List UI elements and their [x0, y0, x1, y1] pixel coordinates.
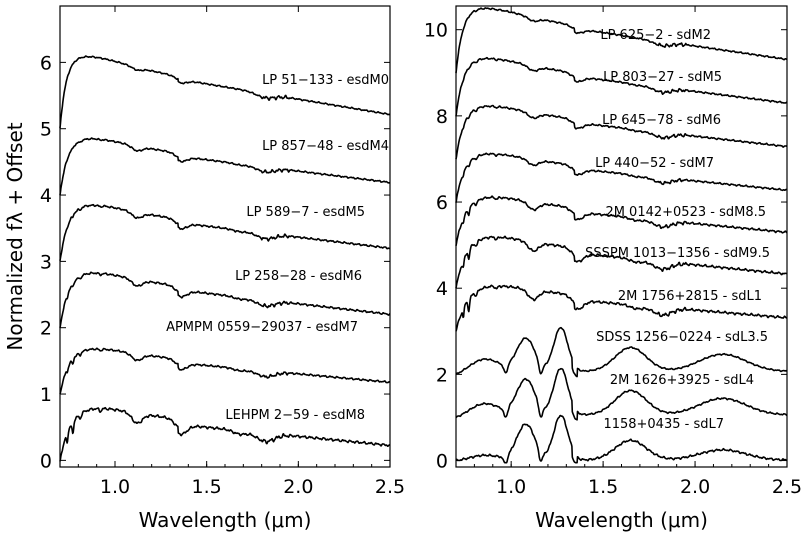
x-axis-label: Wavelength (μm): [139, 508, 312, 532]
spectrum-line: [455, 152, 788, 203]
x-tick-label: 2.5: [375, 476, 405, 498]
spectrum-line: [59, 203, 391, 261]
series-label: SDSS 1256−0224 - sdL3.5: [596, 330, 768, 345]
y-tick-label: 6: [40, 52, 52, 74]
y-tick-label: 3: [40, 251, 52, 273]
series-label: 1158+0435 - sdL7: [603, 417, 724, 432]
spectrum-line: [455, 235, 788, 289]
y-axis-label: Normalized fλ + Offset: [3, 122, 27, 350]
spectrum-line: [59, 347, 391, 395]
x-tick-label: 1.0: [100, 476, 130, 498]
series-label: LP 625−2 - sdM2: [600, 28, 711, 43]
x-tick-label: 2.0: [680, 476, 710, 498]
series-label: LP 51−133 - esdM0: [262, 73, 389, 88]
series-label: LP 258−28 - esdM6: [235, 269, 362, 284]
y-tick-label: 5: [40, 119, 52, 141]
y-tick-label: 0: [436, 451, 448, 473]
x-tick-label: 2.5: [772, 476, 802, 498]
right-panel: 1.0 1.5 2.0 2.5 0 2 4 6 8 10 LP 625−2 - sdM2 LP 803…: [424, 5, 802, 532]
series-label: LP 803−27 - sdM5: [603, 70, 722, 85]
y-tick-label: 8: [436, 106, 448, 128]
spectrum-line: [455, 284, 788, 332]
series-label: 2M 1626+3925 - sdL4: [610, 373, 754, 388]
y-tick-label: 0: [40, 450, 52, 472]
series-label: LP 645−78 - sdM6: [602, 113, 721, 128]
spectrum-line: [455, 195, 788, 246]
y-tick-label: 1: [40, 384, 52, 406]
y-tick-label: 10: [424, 20, 448, 42]
left-panel: 1.0 1.5 2.0 2.5 0 1 2 3 4 5 6 LP 51−133 - esdM0 LP 8…: [3, 5, 405, 532]
y-tick-label: 4: [436, 278, 448, 300]
spectrum-line: [455, 104, 788, 160]
series-label: APMPM 0559−29037 - esdM7: [166, 320, 358, 335]
spectrum-line: [455, 56, 788, 117]
x-tick-label: 1.5: [588, 476, 618, 498]
y-tick-label: 2: [436, 364, 448, 386]
spectrum-line: [455, 7, 788, 74]
y-tick-label: 2: [40, 318, 52, 340]
x-tick-label: 1.0: [496, 476, 526, 498]
series-label: LP 857−48 - esdM4: [262, 139, 389, 154]
series-label: LEHPM 2−59 - esdM8: [225, 408, 365, 423]
x-tick-label: 2.0: [283, 476, 313, 498]
y-tick-label: 4: [40, 185, 52, 207]
y-tick-label: 6: [436, 192, 448, 214]
series-label: 2M 1756+2815 - sdL1: [618, 289, 762, 304]
spectrum-line: [59, 137, 391, 196]
x-axis-label: Wavelength (μm): [535, 508, 708, 532]
spectrum-line: [455, 326, 788, 378]
series-label: 2M 0142+0523 - sdM8.5: [605, 205, 766, 220]
series-label: LP 589−7 - esdM5: [246, 205, 365, 220]
series-label: SSSPM 1013−1356 - sdM9.5: [585, 246, 770, 261]
x-tick-label: 1.5: [192, 476, 222, 498]
spectrum-line: [455, 414, 788, 464]
spectrum-line: [59, 271, 391, 328]
spectrum-line: [59, 55, 391, 129]
spectrum-line: [59, 406, 391, 462]
spectrum-line: [455, 367, 788, 421]
series-label: LP 440−52 - sdM7: [595, 156, 714, 171]
